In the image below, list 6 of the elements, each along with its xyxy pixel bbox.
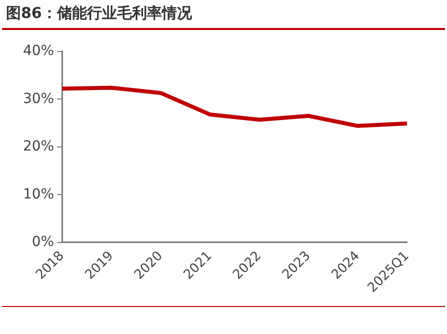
y-tick-label: 20% — [22, 138, 54, 155]
chart-title: 图86：储能行业毛利率情况 — [6, 4, 192, 23]
y-tick-label: 10% — [22, 186, 54, 202]
y-tick-label: 40% — [22, 43, 54, 60]
y-tick-label: 30% — [22, 90, 54, 107]
y-tick-label: 0% — [32, 234, 54, 250]
